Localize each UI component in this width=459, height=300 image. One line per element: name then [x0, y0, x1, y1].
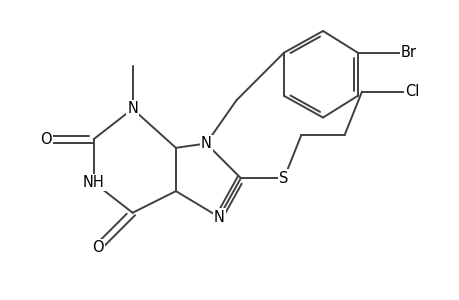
Text: S: S	[279, 171, 288, 186]
Text: Br: Br	[400, 45, 416, 60]
Text: O: O	[40, 132, 52, 147]
Text: NH: NH	[83, 175, 104, 190]
Text: N: N	[200, 136, 211, 151]
Text: N: N	[127, 101, 138, 116]
Text: Cl: Cl	[404, 84, 419, 99]
Text: N: N	[213, 210, 224, 225]
Text: O: O	[92, 240, 104, 255]
